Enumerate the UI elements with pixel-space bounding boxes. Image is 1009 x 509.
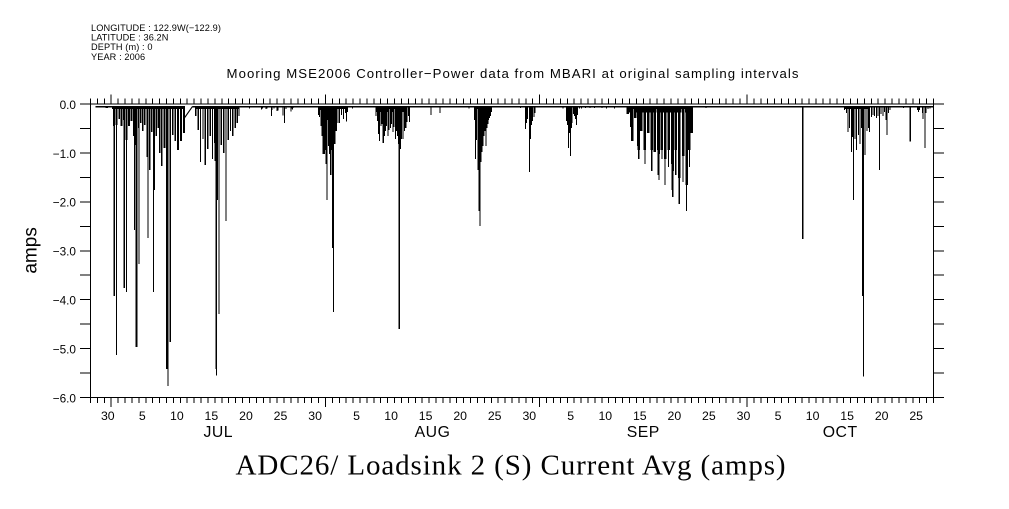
svg-text:25: 25: [488, 409, 502, 423]
svg-text:15: 15: [205, 409, 219, 423]
svg-text:10: 10: [806, 409, 820, 423]
svg-text:ADC26/ Loadsink 2 (S) Current: ADC26/ Loadsink 2 (S) Current Avg (amps): [236, 450, 787, 482]
svg-text:amps: amps: [21, 227, 42, 273]
svg-text:0.0: 0.0: [60, 98, 77, 112]
svg-text:25: 25: [274, 409, 288, 423]
svg-text:−1.0: −1.0: [53, 147, 77, 161]
svg-text:Mooring MSE2006 Controller−Pow: Mooring MSE2006 Controller−Power data fr…: [227, 66, 800, 81]
svg-text:25: 25: [702, 409, 716, 423]
svg-text:15: 15: [840, 409, 854, 423]
svg-text:SEP: SEP: [627, 424, 660, 441]
svg-text:LATITUDE : 36.2N: LATITUDE : 36.2N: [91, 33, 169, 43]
svg-text:10: 10: [170, 409, 184, 423]
svg-text:25: 25: [909, 409, 923, 423]
svg-text:20: 20: [875, 409, 889, 423]
svg-text:30: 30: [522, 409, 536, 423]
svg-text:−3.0: −3.0: [53, 245, 77, 259]
svg-text:10: 10: [598, 409, 612, 423]
svg-text:20: 20: [668, 409, 682, 423]
svg-text:5: 5: [353, 409, 360, 423]
svg-text:15: 15: [633, 409, 647, 423]
svg-text:5: 5: [139, 409, 146, 423]
svg-text:20: 20: [239, 409, 253, 423]
svg-text:10: 10: [384, 409, 398, 423]
svg-text:DEPTH (m) : 0: DEPTH (m) : 0: [91, 42, 153, 52]
svg-text:5: 5: [567, 409, 574, 423]
svg-text:−2.0: −2.0: [53, 196, 77, 210]
svg-text:15: 15: [419, 409, 433, 423]
svg-text:5: 5: [775, 409, 782, 423]
svg-text:AUG: AUG: [415, 424, 451, 441]
svg-text:LONGITUDE : 122.9W(−122.9): LONGITUDE : 122.9W(−122.9): [91, 23, 221, 33]
svg-text:−5.0: −5.0: [53, 343, 77, 357]
svg-text:−4.0: −4.0: [53, 294, 77, 308]
svg-text:30: 30: [308, 409, 322, 423]
svg-text:20: 20: [453, 409, 467, 423]
svg-text:−6.0: −6.0: [53, 391, 77, 405]
svg-text:OCT: OCT: [823, 424, 858, 441]
svg-text:JUL: JUL: [204, 424, 234, 441]
svg-text:YEAR : 2006: YEAR : 2006: [91, 52, 145, 62]
svg-text:30: 30: [101, 409, 115, 423]
svg-text:30: 30: [737, 409, 751, 423]
